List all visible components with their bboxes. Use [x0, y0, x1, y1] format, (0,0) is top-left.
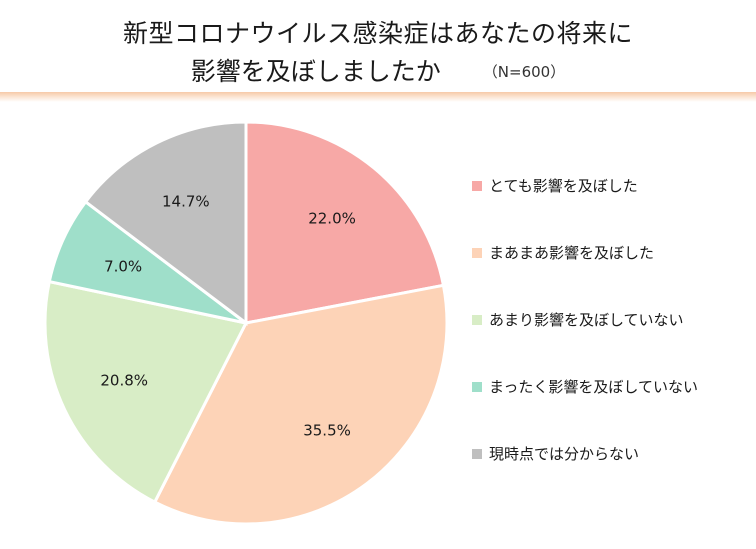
title-line-2-text: 影響を及ぼしましたか: [190, 57, 441, 86]
pie-value-label-5: 14.7%: [162, 193, 210, 211]
pie-slice-2: [152, 283, 449, 526]
legend-label-3: あまり影響を及ぼしていない: [489, 311, 684, 329]
legend-swatch-3: [472, 315, 482, 325]
legend-label-5: 現時点では分からない: [489, 445, 640, 463]
pie-value-label-1: 22.0%: [308, 209, 356, 227]
legend-item-3: あまり影響を及ぼしていない: [472, 309, 752, 329]
title-line-1: 新型コロナウイルス感染症はあなたの将来に: [122, 19, 633, 48]
legend-swatch-4: [472, 382, 482, 392]
legend-label-2: まあまあ影響を及ぼした: [489, 244, 655, 262]
legend-item-2: まあまあ影響を及ぼした: [472, 242, 752, 262]
title-line-2: 影響を及ぼしましたか （N=600）: [0, 52, 756, 88]
legend-item-1: とても影響を及ぼした: [472, 175, 752, 195]
chart-title: 新型コロナウイルス感染症はあなたの将来に 影響を及ぼしましたか （N=600）: [0, 0, 756, 92]
pie-slice-5: [83, 120, 248, 327]
pie-value-labels: 22.0% 35.5% 20.8% 7.0% 14.7%: [100, 193, 355, 440]
legend-swatch-2: [472, 248, 482, 258]
pie-value-label-3: 20.8%: [100, 372, 148, 390]
pie-slice-1: [244, 120, 446, 325]
pie-slice-3: [43, 279, 249, 505]
legend-item-5: 現時点では分からない: [472, 443, 752, 463]
legend-swatch-1: [472, 181, 482, 191]
legend-swatch-5: [472, 449, 482, 459]
sample-size-note: （N=600）: [482, 63, 566, 81]
legend-label-4: まったく影響を及ぼしていない: [489, 378, 698, 396]
pie-slices: [43, 120, 449, 526]
legend-label-1: とても影響を及ぼした: [489, 177, 638, 195]
title-underline: [0, 92, 756, 102]
legend-item-4: まったく影響を及ぼしていない: [472, 376, 752, 396]
chart-legend: とても影響を及ぼした まあまあ影響を及ぼしたあまり影響を及ぼしていない まったく影響…: [472, 175, 752, 510]
pie-value-label-2: 35.5%: [303, 421, 351, 439]
pie-value-label-4: 7.0%: [104, 258, 142, 276]
